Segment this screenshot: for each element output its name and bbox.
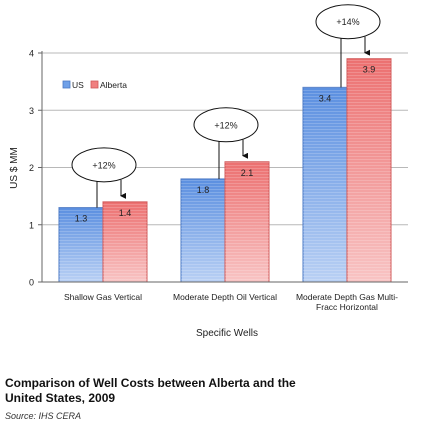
data-label: 2.1 (241, 168, 254, 178)
x-tick-label: Moderate Depth Oil Vertical (173, 292, 277, 302)
figure-source: Source: IHS CERA (5, 411, 82, 421)
data-label: 3.9 (363, 65, 376, 75)
bar-chart: 0 1 2 3 4 Shallow Gas Vertical Moderate Depth… (9, 4, 408, 339)
callout-label: +12% (92, 160, 115, 170)
x-tick-label: Shallow Gas Vertical (64, 292, 142, 302)
legend-label-us: US (72, 80, 84, 90)
legend-swatch-alberta (90, 80, 99, 89)
y-tick-label: 4 (29, 49, 34, 59)
bar-texture (59, 207, 103, 282)
bar-texture (225, 161, 269, 282)
figure-caption-title: Comparison of Well Costs between Alberta… (5, 376, 296, 405)
callout-label: +12% (214, 120, 237, 130)
bar-texture (347, 58, 391, 282)
data-label: 1.4 (119, 208, 132, 218)
y-tick-label: 3 (29, 106, 34, 116)
callout-bubble (193, 107, 259, 143)
callout-label: +14% (336, 17, 359, 27)
bar-texture (181, 178, 225, 282)
y-tick-label: 0 (29, 278, 34, 288)
bar-texture (303, 87, 347, 282)
callout-bubble (71, 147, 137, 183)
x-axis-label: Specific Wells (196, 328, 258, 339)
data-label: 1.8 (197, 185, 210, 195)
data-label: 3.4 (319, 93, 332, 103)
y-tick-label: 2 (29, 163, 34, 173)
bar-texture (103, 201, 147, 282)
y-tick-label: 1 (29, 220, 34, 230)
y-axis-label: US $ MM (9, 147, 20, 189)
x-tick-label: Moderate Depth Gas Multi- (296, 292, 398, 302)
legend-swatch-us (62, 80, 71, 89)
callout-bubble (315, 4, 381, 40)
legend-label-alberta: Alberta (100, 80, 127, 90)
data-label: 1.3 (75, 214, 88, 224)
x-tick-label: Fracc Horizontal (316, 302, 378, 312)
